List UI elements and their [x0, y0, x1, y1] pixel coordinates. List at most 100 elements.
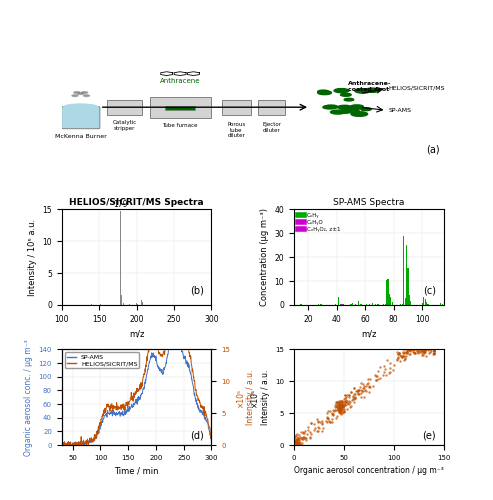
Point [424, 346, 432, 354]
Point [421, 346, 429, 354]
Point [372, 376, 380, 384]
Point [336, 396, 344, 404]
Point [297, 441, 305, 449]
Point [430, 346, 438, 354]
Point [341, 392, 349, 400]
Point [406, 346, 414, 354]
Point [335, 404, 343, 412]
Point [397, 352, 405, 360]
Point [341, 407, 349, 415]
Point [290, 440, 298, 448]
Point [390, 361, 398, 369]
Point [335, 399, 343, 407]
Point [337, 401, 345, 409]
Bar [390, 296, 391, 305]
Point [430, 346, 438, 354]
Point [430, 346, 438, 354]
Point [335, 406, 343, 413]
FancyBboxPatch shape [258, 100, 285, 114]
Point [366, 383, 374, 391]
Point [430, 346, 438, 354]
SP-AMS [148, 355, 154, 361]
Point [359, 384, 367, 392]
Point [290, 441, 298, 449]
Point [359, 387, 367, 395]
Point [420, 348, 427, 356]
X-axis label: Time / min: Time / min [114, 466, 159, 475]
Point [335, 408, 343, 416]
Point [297, 441, 305, 449]
Point [290, 438, 298, 446]
Point [290, 440, 298, 448]
FancyBboxPatch shape [165, 106, 195, 110]
Point [401, 348, 409, 356]
Point [339, 403, 347, 411]
HELIOS/SICRIT/MS [59, 442, 65, 448]
Point [361, 386, 369, 394]
Point [339, 408, 347, 416]
Circle shape [81, 92, 88, 94]
Point [324, 414, 332, 422]
Point [307, 420, 315, 428]
Bar [100, 304, 101, 305]
Point [296, 433, 304, 441]
Point [427, 346, 435, 354]
Bar [366, 304, 367, 305]
FancyBboxPatch shape [62, 106, 100, 128]
Point [343, 396, 351, 404]
Point [338, 400, 346, 408]
Point [318, 419, 326, 427]
Point [293, 436, 301, 444]
Point [409, 346, 417, 354]
Point [430, 349, 438, 357]
Point [352, 393, 359, 401]
Point [337, 405, 345, 413]
Circle shape [364, 88, 380, 92]
Point [340, 401, 348, 409]
Circle shape [351, 105, 363, 108]
Bar [378, 304, 379, 305]
Point [293, 436, 301, 444]
Text: 179: 179 [113, 200, 128, 209]
Point [387, 364, 394, 372]
Point [421, 346, 428, 354]
Point [333, 403, 341, 411]
Point [333, 398, 341, 406]
Point [341, 401, 349, 409]
Point [401, 354, 409, 362]
Point [290, 434, 298, 442]
Point [430, 346, 438, 354]
Point [362, 388, 370, 396]
Circle shape [83, 95, 90, 96]
Point [310, 420, 317, 428]
Point [352, 390, 359, 398]
Text: HELIOS/SICRIT/MS: HELIOS/SICRIT/MS [388, 86, 445, 91]
Bar [372, 303, 373, 305]
Point [328, 412, 336, 420]
Point [292, 440, 300, 448]
Bar [407, 268, 409, 305]
Point [337, 403, 345, 411]
Point [336, 404, 344, 411]
Point [334, 406, 342, 414]
Point [338, 397, 346, 405]
Point [336, 401, 344, 409]
Bar [426, 302, 427, 305]
Bar [123, 303, 124, 305]
Point [298, 439, 306, 447]
Point [346, 402, 353, 410]
Point [340, 407, 348, 415]
Point [314, 424, 321, 432]
Point [420, 349, 427, 357]
Point [358, 387, 366, 395]
Point [424, 346, 432, 354]
Point [430, 350, 438, 358]
Point [299, 435, 307, 443]
Point [365, 388, 373, 396]
Circle shape [355, 88, 371, 93]
Y-axis label: Intensity / 10⁵ a.u.: Intensity / 10⁵ a.u. [28, 218, 36, 296]
Point [292, 430, 300, 438]
Point [352, 388, 360, 396]
Point [322, 418, 330, 426]
Point [336, 402, 344, 409]
